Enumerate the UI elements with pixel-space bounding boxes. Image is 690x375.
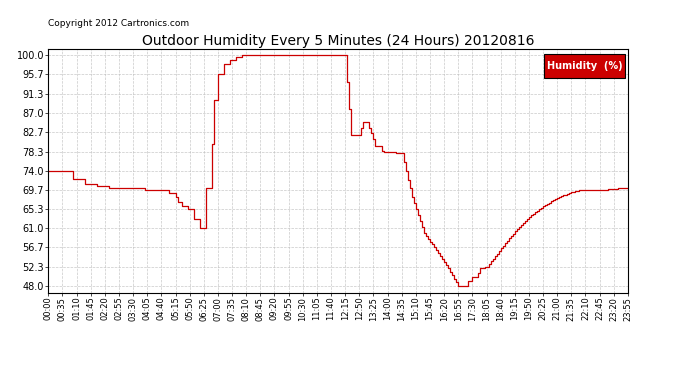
Text: Copyright 2012 Cartronics.com: Copyright 2012 Cartronics.com [48,20,190,28]
FancyBboxPatch shape [544,54,625,78]
Text: Humidity  (%): Humidity (%) [546,61,622,71]
Title: Outdoor Humidity Every 5 Minutes (24 Hours) 20120816: Outdoor Humidity Every 5 Minutes (24 Hou… [142,34,534,48]
